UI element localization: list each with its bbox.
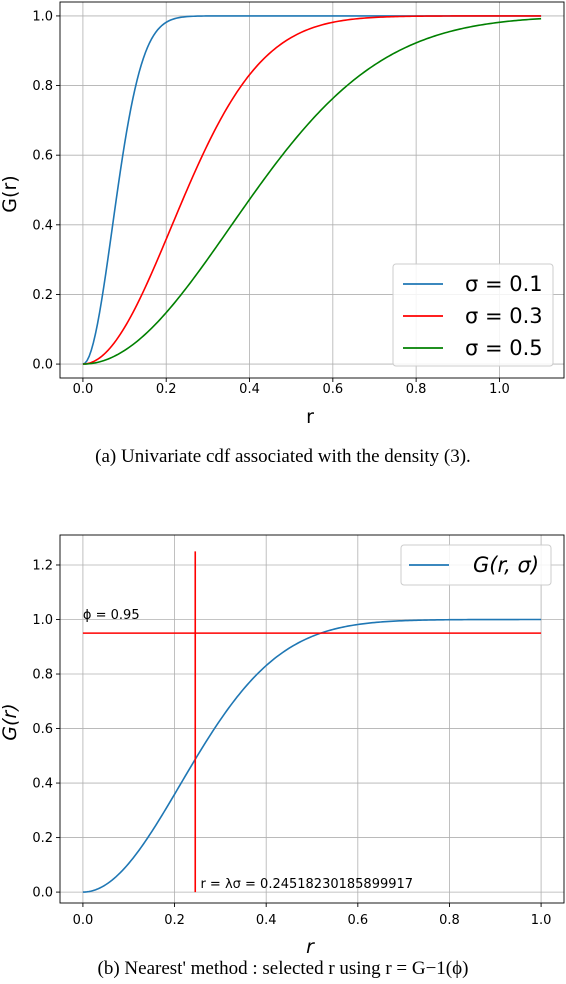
y-tick-label: 0.6 bbox=[32, 149, 53, 164]
series-line bbox=[82, 17, 542, 365]
legend-box bbox=[392, 263, 554, 367]
x-tick-label: 0.0 bbox=[73, 913, 94, 928]
y-tick-label: 0.0 bbox=[32, 358, 53, 373]
legend-label: σ = 0.3 bbox=[465, 304, 543, 328]
y-tick-label: 0.0 bbox=[32, 886, 53, 901]
y-axis-label: G(r) bbox=[0, 175, 21, 212]
phi-annotation: ϕ = 0.95 bbox=[83, 608, 140, 623]
x-tick-label: 0.4 bbox=[239, 382, 260, 397]
y-axis-label: G(r) bbox=[0, 703, 21, 740]
r-annotation: r = λσ = 0.24518230185899917 bbox=[200, 877, 413, 892]
x-tick-label: 0.4 bbox=[256, 913, 277, 928]
chart-b: 0.0 0.2 0.4 0.6 0.8 1.0 0.0 0.2 0.4 0.6 0.8 1.0 1.2 r… bbox=[0, 534, 565, 958]
caption-b: (b) Nearest' method : selected r using r… bbox=[97, 958, 469, 979]
x-tick-label: 0.6 bbox=[322, 382, 343, 397]
x-tick-label: 0.0 bbox=[73, 382, 94, 397]
plot-frame bbox=[59, 534, 565, 904]
plot-frame bbox=[59, 1, 565, 379]
series-line bbox=[82, 15, 542, 365]
y-tick-label: 0.2 bbox=[32, 831, 53, 846]
x-axis-label: r bbox=[306, 936, 315, 958]
legend-label: σ = 0.5 bbox=[465, 336, 543, 360]
y-tick-label: 0.4 bbox=[32, 218, 53, 233]
x-tick-label: 0.2 bbox=[164, 913, 185, 928]
x-tick-label: 1.0 bbox=[531, 913, 552, 928]
y-tick-label: 0.6 bbox=[32, 722, 53, 737]
caption-a: (a) Univariate cdf associated with the d… bbox=[95, 446, 471, 467]
x-tick-label: 0.6 bbox=[347, 913, 368, 928]
x-tick-label: 0.8 bbox=[439, 913, 460, 928]
legend-box bbox=[400, 544, 552, 586]
x-axis-label: r bbox=[306, 406, 314, 428]
y-tick-label: 1.2 bbox=[32, 558, 53, 573]
y-tick-label: 1.0 bbox=[32, 9, 53, 24]
series-line bbox=[82, 618, 542, 893]
x-tick-label: 0.2 bbox=[156, 382, 177, 397]
y-tick-label: 0.8 bbox=[32, 79, 53, 94]
legend-label: σ = 0.1 bbox=[465, 272, 543, 296]
x-tick-label: 1.0 bbox=[489, 382, 510, 397]
chart-a: 0.0 0.2 0.4 0.6 0.8 1.0 0.0 0.2 0.4 0.6 0.8 1.0 r G(r… bbox=[0, 1, 565, 428]
x-tick-label: 0.8 bbox=[406, 382, 427, 397]
y-tick-label: 0.8 bbox=[32, 668, 53, 683]
y-tick-label: 0.4 bbox=[32, 777, 53, 792]
legend-label: G(r, σ) bbox=[473, 553, 539, 577]
y-tick-label: 1.0 bbox=[32, 613, 53, 628]
y-tick-label: 0.2 bbox=[32, 288, 53, 303]
